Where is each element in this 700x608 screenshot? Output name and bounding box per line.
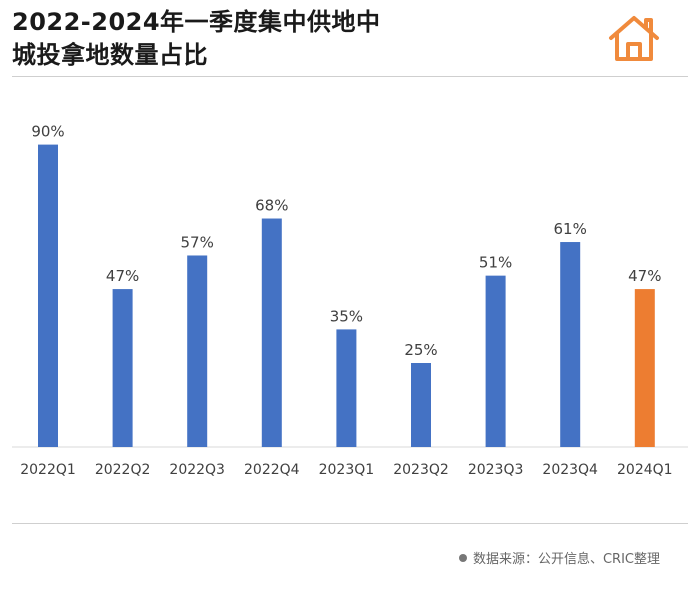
bar-2024Q1 — [634, 289, 655, 447]
bar-2022Q2 — [112, 289, 133, 447]
house-logo-icon — [609, 16, 659, 61]
top-divider — [12, 76, 688, 77]
data-label-2024Q1: 47% — [628, 267, 661, 285]
data-label-2022Q1: 90% — [31, 123, 64, 141]
x-tick-label-2022Q2: 2022Q2 — [95, 462, 151, 478]
x-tick-label-2022Q1: 2022Q1 — [20, 462, 76, 478]
data-label-2023Q3: 51% — [479, 254, 512, 272]
data-label-2023Q1: 35% — [330, 307, 363, 325]
x-tick-label-2023Q1: 2023Q1 — [319, 462, 375, 478]
data-label-2023Q2: 25% — [404, 341, 437, 359]
bar-2023Q2 — [411, 363, 431, 447]
bar-2023Q4 — [560, 242, 581, 447]
data-label-2022Q3: 57% — [181, 233, 214, 251]
bar-2023Q3 — [485, 275, 506, 447]
x-tick-label-2023Q2: 2023Q2 — [393, 462, 449, 478]
data-label-2023Q4: 61% — [554, 220, 587, 238]
title-line-1: 2022-2024年一季度集中供地中 — [12, 8, 381, 36]
bar-chart: 90% 2022Q1 47% 2022Q2 57% 2022Q3 68% 2022Q4 35% 2… — [12, 123, 688, 478]
bar-2022Q1 — [38, 144, 58, 447]
bar-2022Q4 — [261, 218, 282, 447]
x-tick-label-2023Q3: 2023Q3 — [468, 462, 524, 478]
source-text: 数据来源：公开信息、CRIC整理 — [472, 552, 660, 567]
x-tick-label-2023Q4: 2023Q4 — [542, 462, 598, 478]
x-tick-label-2022Q3: 2022Q3 — [169, 462, 225, 478]
x-tick-label-2024Q1: 2024Q1 — [617, 462, 673, 478]
x-tick-label-2022Q4: 2022Q4 — [244, 462, 300, 478]
data-label-2022Q2: 47% — [106, 267, 139, 285]
bottom-divider — [12, 523, 688, 524]
chart-title: 2022-2024年一季度集中供地中 城投拿地数量占比 — [12, 6, 572, 72]
source-note: 数据来源：公开信息、CRIC整理 — [458, 548, 660, 567]
bar-2022Q3 — [187, 255, 208, 447]
data-label-2022Q4: 68% — [255, 197, 288, 215]
title-line-2: 城投拿地数量占比 — [12, 41, 208, 69]
bullet-dot-icon — [458, 553, 467, 562]
bar-2023Q1 — [336, 329, 357, 447]
